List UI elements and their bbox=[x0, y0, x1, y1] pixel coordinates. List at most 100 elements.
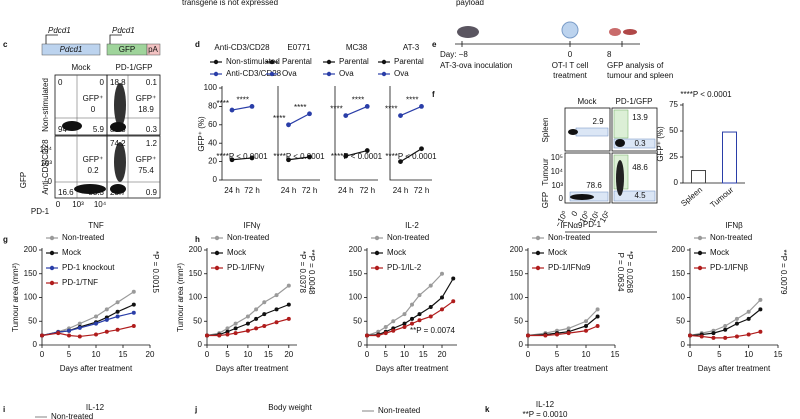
data-point bbox=[225, 332, 230, 337]
significance: **** bbox=[294, 103, 306, 112]
legend-label: Non-treated bbox=[62, 233, 104, 242]
series-line bbox=[527, 316, 598, 337]
y-tick-label: 150 bbox=[349, 269, 363, 278]
legend-label: PD-1/IFNβ bbox=[710, 263, 748, 272]
legend-label: Mock bbox=[227, 248, 247, 257]
y-tick-label: 100 bbox=[24, 293, 38, 302]
panel-label: e bbox=[432, 40, 437, 49]
data-point bbox=[402, 324, 407, 329]
axis-line bbox=[334, 86, 378, 181]
flow-frame bbox=[106, 135, 161, 199]
data-point bbox=[262, 300, 267, 305]
quadrant-value: 0 bbox=[58, 78, 63, 87]
legend-label: Mock bbox=[387, 248, 407, 257]
gene-label: Pdcd1 bbox=[48, 26, 71, 35]
axis-label: GFP bbox=[19, 172, 28, 188]
data-point bbox=[286, 122, 291, 128]
x-tick-label: 10 bbox=[243, 350, 252, 359]
timeline bbox=[455, 21, 640, 47]
x-tick-label: Tumour bbox=[708, 185, 735, 210]
legend-marker bbox=[213, 71, 219, 77]
data-point bbox=[584, 328, 588, 333]
data-point bbox=[115, 300, 120, 305]
gate bbox=[575, 127, 609, 137]
quadrant-value: 5.9 bbox=[93, 125, 105, 134]
legend-label: Mock bbox=[548, 248, 568, 257]
series-line bbox=[400, 105, 422, 117]
column-label: PD-1/GFP bbox=[616, 97, 653, 106]
y-tick-label: 50 bbox=[514, 316, 523, 325]
x-tick-label: 15 bbox=[119, 350, 128, 359]
cell-cloud bbox=[114, 142, 126, 182]
chart-title: IL-12 bbox=[86, 403, 105, 412]
cell-cloud bbox=[568, 129, 578, 135]
data-point bbox=[104, 317, 109, 322]
column-label: Mock bbox=[71, 63, 91, 72]
data-point bbox=[417, 293, 422, 298]
quadrant-value: 18.8 bbox=[110, 78, 126, 87]
legend-marker bbox=[374, 265, 380, 271]
axis-line bbox=[389, 86, 432, 181]
gate-label: GFP⁺ bbox=[83, 155, 104, 164]
p-value: **P = 0.0048 bbox=[307, 249, 316, 295]
y-tick-label: 0 bbox=[674, 178, 679, 187]
flow-plots-c bbox=[54, 74, 161, 199]
step-label: tumour and spleen bbox=[607, 71, 673, 80]
legend-marker bbox=[214, 250, 220, 256]
x-tick-label: 72 h bbox=[302, 186, 318, 195]
quadrant-value: 1.2 bbox=[146, 139, 158, 148]
significance: **** bbox=[273, 114, 285, 123]
x-tick-label: 10 bbox=[92, 350, 101, 359]
p-value: ****P < 0.0001 bbox=[216, 152, 268, 161]
y-tick-label: 150 bbox=[510, 269, 524, 278]
quadrant-value: 94 bbox=[58, 125, 67, 134]
step-label: OT-I T cell bbox=[552, 61, 589, 70]
x-tick-label: 24 h bbox=[338, 186, 354, 195]
data-point bbox=[286, 302, 291, 307]
legend-label: Anti-CD3/CD28 bbox=[226, 69, 282, 78]
quadrant-lines bbox=[55, 75, 160, 198]
data-point bbox=[398, 113, 403, 118]
data-point bbox=[419, 146, 424, 152]
panel-label: f bbox=[432, 90, 435, 99]
series-line bbox=[288, 113, 310, 126]
data-point bbox=[233, 321, 238, 326]
data-point bbox=[383, 331, 388, 336]
x-tick-label: 10 bbox=[582, 350, 591, 359]
tick-label: 10³ bbox=[40, 159, 52, 168]
data-point bbox=[286, 157, 291, 163]
chart-title: MC38 bbox=[346, 43, 368, 52]
series-line bbox=[345, 149, 368, 157]
legend-label: Non-treated bbox=[378, 406, 420, 415]
data-point bbox=[699, 334, 704, 339]
data-point bbox=[274, 293, 279, 298]
x-axis-label: Days after treatment bbox=[376, 364, 449, 373]
tick-label: 10⁴ bbox=[40, 145, 53, 154]
x-tick-label: 20 bbox=[146, 350, 155, 359]
x-tick-label: 0 bbox=[365, 350, 370, 359]
data-point bbox=[376, 333, 381, 338]
data-point bbox=[249, 155, 255, 161]
tumour-icon bbox=[609, 28, 621, 36]
y-tick-label: 50 bbox=[353, 316, 362, 325]
data-point bbox=[67, 333, 71, 338]
x-tick-label: 15 bbox=[264, 350, 273, 359]
y-tick-label: 0 bbox=[519, 340, 524, 349]
chart-title: AT-3 bbox=[403, 43, 420, 52]
data-point bbox=[77, 325, 82, 330]
x-tick-label: 0 bbox=[526, 350, 531, 359]
data-point bbox=[286, 283, 291, 288]
y-tick-label: 100 bbox=[672, 293, 686, 302]
quadrant-value: 83.3 bbox=[88, 188, 104, 197]
cell-cloud bbox=[615, 139, 625, 147]
y-tick-label: 200 bbox=[189, 245, 203, 254]
data-point bbox=[391, 319, 396, 324]
data-point bbox=[254, 307, 259, 312]
gene-box bbox=[41, 43, 101, 56]
data-point bbox=[711, 331, 716, 336]
data-point bbox=[343, 153, 349, 159]
x-tick-label: 24 h bbox=[224, 186, 240, 195]
significance: **** bbox=[330, 105, 342, 114]
series-line bbox=[231, 157, 253, 161]
data-point bbox=[410, 316, 414, 321]
